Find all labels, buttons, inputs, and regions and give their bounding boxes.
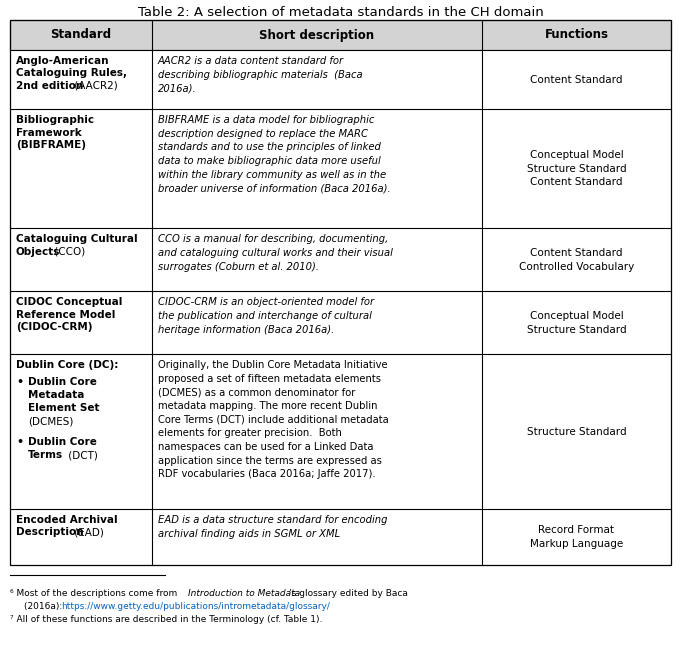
Text: Record Format
Markup Language: Record Format Markup Language [530,525,623,549]
Text: ’s glossary edited by Baca: ’s glossary edited by Baca [289,589,408,598]
Text: Anglo-American: Anglo-American [16,56,110,66]
Text: Conceptual Model
Structure Standard: Conceptual Model Structure Standard [526,311,627,335]
Bar [10,228,671,291]
Text: Element Set: Element Set [28,403,99,413]
Text: (EAD): (EAD) [71,528,104,538]
Text: Structure Standard: Structure Standard [526,427,627,437]
Text: (CCO): (CCO) [51,246,85,257]
Text: Metadata: Metadata [28,391,84,401]
Text: Dublin Core (DC):: Dublin Core (DC): [16,361,118,371]
Text: BIBFRAME is a data model for bibliographic
description designed to replace the M: BIBFRAME is a data model for bibliograph… [158,115,391,193]
Text: Reference Model: Reference Model [16,310,115,320]
Text: Bibliographic: Bibliographic [16,115,94,125]
Bar [10,509,671,565]
Text: ⁷ All of these functions are described in the Terminology (cf. Table 1).: ⁷ All of these functions are described i… [10,615,322,624]
Text: (AACR2): (AACR2) [71,81,118,91]
Text: (BIBFRAME): (BIBFRAME) [16,140,86,150]
Text: Description: Description [16,528,84,538]
Bar [10,291,671,355]
Text: https://www.getty.edu/publications/intrometadata/glossary/: https://www.getty.edu/publications/intro… [61,602,330,611]
Text: (DCMES): (DCMES) [28,416,74,426]
Text: CCO is a manual for describing, documenting,
and cataloguing cultural works and : CCO is a manual for describing, document… [158,234,393,271]
Bar [10,20,671,565]
Text: ⁶ Most of the descriptions come from: ⁶ Most of the descriptions come from [10,589,180,598]
Text: CIDOC Conceptual: CIDOC Conceptual [16,297,123,307]
Text: Content Standard
Controlled Vocabulary: Content Standard Controlled Vocabulary [519,248,634,272]
Text: EAD is a data structure standard for encoding
archival finding aids in SGML or X: EAD is a data structure standard for enc… [158,515,387,538]
Text: Introduction to Metadata: Introduction to Metadata [188,589,300,598]
Text: •: • [16,438,23,448]
Text: •: • [16,377,23,387]
Text: Table 2: A selection of metadata standards in the CH domain: Table 2: A selection of metadata standar… [138,6,543,19]
Text: Functions: Functions [545,29,609,41]
Text: (DCT): (DCT) [65,450,98,460]
Text: 2nd edition: 2nd edition [16,81,83,91]
Text: Terms: Terms [28,450,63,460]
Bar [10,355,671,509]
Bar [10,20,671,50]
Text: Objects: Objects [16,246,61,257]
Text: Encoded Archival: Encoded Archival [16,515,118,525]
Bar [10,110,671,228]
Text: Standard: Standard [50,29,112,41]
Text: Originally, the Dublin Core Metadata Initiative
proposed a set of fifteen metada: Originally, the Dublin Core Metadata Ini… [158,361,389,480]
Text: Cataloguing Rules,: Cataloguing Rules, [16,69,127,79]
Text: (2016a):: (2016a): [24,602,65,611]
Text: Short description: Short description [259,29,375,41]
Text: Conceptual Model
Structure Standard
Content Standard: Conceptual Model Structure Standard Cont… [526,150,627,187]
Text: AACR2 is a data content standard for
describing bibliographic materials  (Baca
2: AACR2 is a data content standard for des… [158,56,362,94]
Bar [10,50,671,110]
Text: CIDOC-CRM is an object-oriented model for
the publication and interchange of cul: CIDOC-CRM is an object-oriented model fo… [158,297,374,335]
Text: Framework: Framework [16,128,82,138]
Text: Cataloguing Cultural: Cataloguing Cultural [16,234,138,244]
Text: Dublin Core: Dublin Core [28,438,97,448]
Text: Dublin Core: Dublin Core [28,377,97,387]
Text: (CIDOC-CRM): (CIDOC-CRM) [16,323,93,333]
Text: Content Standard: Content Standard [530,75,622,85]
